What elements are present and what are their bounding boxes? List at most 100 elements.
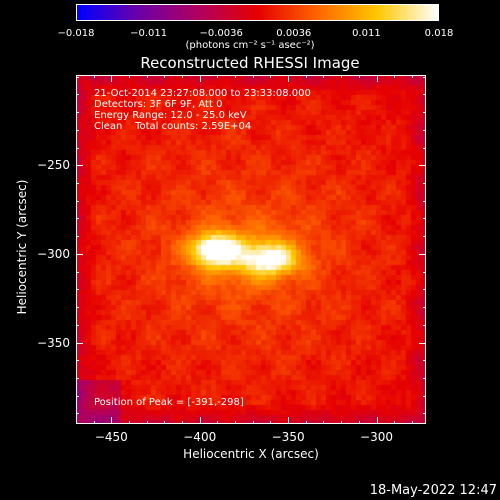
x-minor-tick xyxy=(305,421,307,424)
y-tick xyxy=(419,253,426,255)
x-minor-tick xyxy=(341,75,343,78)
y-minor-tick xyxy=(423,236,426,238)
y-axis-label: Heliocentric Y (arcsec) xyxy=(15,179,29,315)
colorbar-tick: 0.018 xyxy=(424,28,454,39)
x-minor-tick xyxy=(146,75,148,78)
y-minor-tick xyxy=(76,360,79,362)
x-minor-tick xyxy=(305,75,307,78)
colorbar xyxy=(76,4,439,21)
y-minor-tick xyxy=(423,377,426,379)
x-minor-tick xyxy=(164,75,166,78)
colorbar-tick: −0.011 xyxy=(130,28,168,39)
colorbar-tick: 0.011 xyxy=(352,28,381,39)
x-minor-tick xyxy=(182,75,184,78)
y-minor-tick xyxy=(76,324,79,326)
y-minor-tick xyxy=(423,112,426,114)
y-minor-tick xyxy=(76,183,79,185)
y-tick xyxy=(419,342,426,344)
y-minor-tick xyxy=(76,413,79,415)
y-minor-tick xyxy=(76,307,79,309)
x-tick xyxy=(111,417,113,424)
source-peak xyxy=(269,258,271,260)
y-minor-tick xyxy=(76,147,79,149)
y-minor-tick xyxy=(423,218,426,220)
x-minor-tick xyxy=(129,421,131,424)
y-tick xyxy=(76,342,83,344)
y-minor-tick xyxy=(76,200,79,202)
y-tick-label: −350 xyxy=(37,335,70,350)
y-tick xyxy=(419,165,426,167)
x-tick xyxy=(199,417,201,424)
x-minor-tick xyxy=(411,75,413,78)
y-minor-tick xyxy=(423,307,426,309)
x-minor-tick xyxy=(252,421,254,424)
x-minor-tick xyxy=(323,421,325,424)
x-minor-tick xyxy=(146,421,148,424)
x-tick-label: −450 xyxy=(94,430,128,444)
y-tick-label: −250 xyxy=(37,158,70,173)
annotation-energy: Energy Range: 12.0 - 25.0 keV xyxy=(94,110,247,121)
y-minor-tick xyxy=(76,112,79,114)
y-minor-tick xyxy=(423,395,426,397)
x-tick-label: −300 xyxy=(360,430,393,444)
x-minor-tick xyxy=(217,75,219,78)
y-minor-tick xyxy=(76,129,79,131)
y-minor-tick xyxy=(423,183,426,185)
y-minor-tick xyxy=(423,129,426,131)
y-minor-tick xyxy=(76,289,79,291)
x-minor-tick xyxy=(182,421,184,424)
y-minor-tick xyxy=(423,413,426,415)
chart-title: Reconstructed RHESSI Image xyxy=(140,54,360,72)
y-minor-tick xyxy=(423,147,426,149)
x-minor-tick xyxy=(323,75,325,78)
y-minor-tick xyxy=(423,271,426,273)
x-minor-tick xyxy=(235,421,237,424)
x-minor-tick xyxy=(270,421,272,424)
y-tick xyxy=(76,165,83,167)
x-minor-tick xyxy=(93,421,95,424)
colorbar-units: (photons cm⁻² s⁻¹ asec⁻²) xyxy=(185,40,315,51)
annotation-peak: Position of Peak = [-391,-298] xyxy=(94,397,244,408)
annotation-clean: Clean Total counts: 2.59E+04 xyxy=(94,121,252,132)
x-minor-tick xyxy=(270,75,272,78)
annotation-detectors: Detectors: 3F 6F 9F, Att 0 xyxy=(94,99,223,110)
x-minor-tick xyxy=(358,421,360,424)
x-tick xyxy=(111,75,113,82)
y-minor-tick xyxy=(76,377,79,379)
y-minor-tick xyxy=(423,360,426,362)
y-minor-tick xyxy=(76,395,79,397)
y-minor-tick xyxy=(423,76,426,78)
x-minor-tick xyxy=(358,75,360,78)
y-minor-tick xyxy=(76,236,79,238)
x-minor-tick xyxy=(164,421,166,424)
x-minor-tick xyxy=(235,75,237,78)
y-minor-tick xyxy=(423,289,426,291)
x-tick xyxy=(376,75,378,82)
x-minor-tick xyxy=(411,421,413,424)
x-tick-label: −400 xyxy=(183,430,217,444)
x-minor-tick xyxy=(252,75,254,78)
x-minor-tick xyxy=(341,421,343,424)
x-tick xyxy=(288,417,290,424)
x-axis-label: Heliocentric X (arcsec) xyxy=(183,447,319,461)
y-minor-tick xyxy=(423,200,426,202)
colorbar-tick: −0.018 xyxy=(57,28,95,39)
y-minor-tick xyxy=(423,324,426,326)
source-peak xyxy=(215,249,217,251)
colorbar-tick: 0.0036 xyxy=(276,28,312,39)
y-minor-tick xyxy=(76,271,79,273)
y-minor-tick xyxy=(76,94,79,96)
x-minor-tick xyxy=(129,75,131,78)
annotation-time: 21-Oct-2014 23:27:08.000 to 23:33:08.000 xyxy=(94,88,311,99)
y-minor-tick xyxy=(76,218,79,220)
x-minor-tick xyxy=(217,421,219,424)
x-tick xyxy=(199,75,201,82)
x-tick xyxy=(288,75,290,82)
colorbar-tick: −0.0036 xyxy=(199,28,243,39)
heatmap-image xyxy=(76,75,426,424)
y-tick-label: −300 xyxy=(37,246,70,261)
y-minor-tick xyxy=(423,94,426,96)
x-minor-tick xyxy=(394,75,396,78)
x-tick xyxy=(376,417,378,424)
